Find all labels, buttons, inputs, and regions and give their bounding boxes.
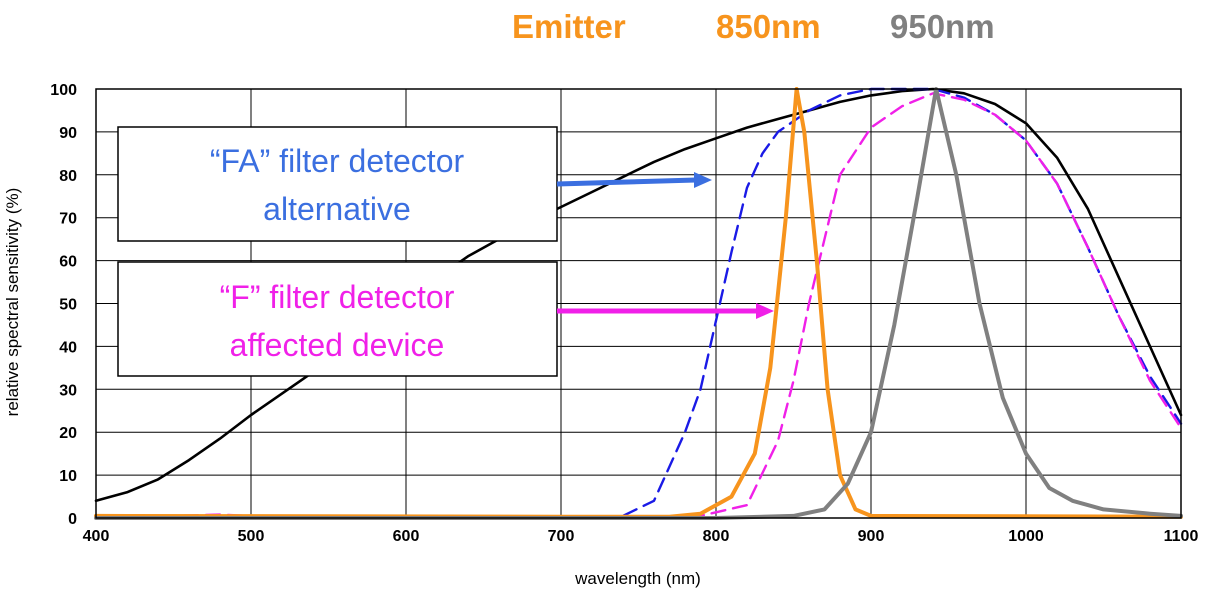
y-tick-label-50: 50 bbox=[59, 297, 77, 314]
plot-frame bbox=[95, 88, 1182, 519]
callout-fa-line2: alternative bbox=[263, 191, 411, 227]
y-tick-label-40: 40 bbox=[59, 339, 77, 356]
callout-f: “F” filter detector affected device bbox=[117, 261, 774, 377]
callout-f-line2: affected device bbox=[230, 327, 445, 363]
y-tick-label-70: 70 bbox=[59, 211, 77, 228]
header-950nm: 950nm bbox=[890, 8, 995, 45]
callout-f-arrowhead bbox=[756, 303, 774, 319]
callout-fa-arrowhead bbox=[694, 172, 712, 188]
y-tick-label-20: 20 bbox=[59, 425, 77, 442]
x-tick-label-1000: 1000 bbox=[1008, 528, 1044, 545]
callout-fa-arrow bbox=[556, 177, 697, 187]
y-tick-label-0: 0 bbox=[68, 511, 77, 528]
y-tick-label-10: 10 bbox=[59, 468, 77, 485]
y-tick-label-80: 80 bbox=[59, 168, 77, 185]
callout-fa: “FA” filter detector alternative bbox=[117, 126, 712, 242]
callout-fa-line1: “FA” filter detector bbox=[210, 143, 465, 179]
x-tick-label-500: 500 bbox=[238, 528, 265, 545]
y-tick-label-100: 100 bbox=[50, 82, 77, 99]
y-tick-label-90: 90 bbox=[59, 125, 77, 142]
series-silicon-line bbox=[94, 87, 1183, 503]
x-tick-label-400: 400 bbox=[83, 528, 110, 545]
y-tick-label-30: 30 bbox=[59, 382, 77, 399]
series-emitter_950-line bbox=[94, 87, 1183, 520]
x-tick-label-600: 600 bbox=[393, 528, 420, 545]
x-tick-label-800: 800 bbox=[703, 528, 730, 545]
y-tick-label-60: 60 bbox=[59, 254, 77, 271]
callout-f-line1: “F” filter detector bbox=[220, 279, 455, 315]
x-tick-label-700: 700 bbox=[548, 528, 575, 545]
header-850nm: 850nm bbox=[716, 8, 821, 45]
y-axis-title: relative spectral sensitivity (%) bbox=[3, 188, 22, 417]
x-tick-label-1100: 1100 bbox=[1164, 528, 1199, 545]
x-axis-title: wavelength (nm) bbox=[574, 569, 701, 588]
header-emitter: Emitter bbox=[512, 8, 626, 45]
series-emitter_850-line bbox=[94, 87, 1183, 519]
x-tick-label-900: 900 bbox=[858, 528, 885, 545]
